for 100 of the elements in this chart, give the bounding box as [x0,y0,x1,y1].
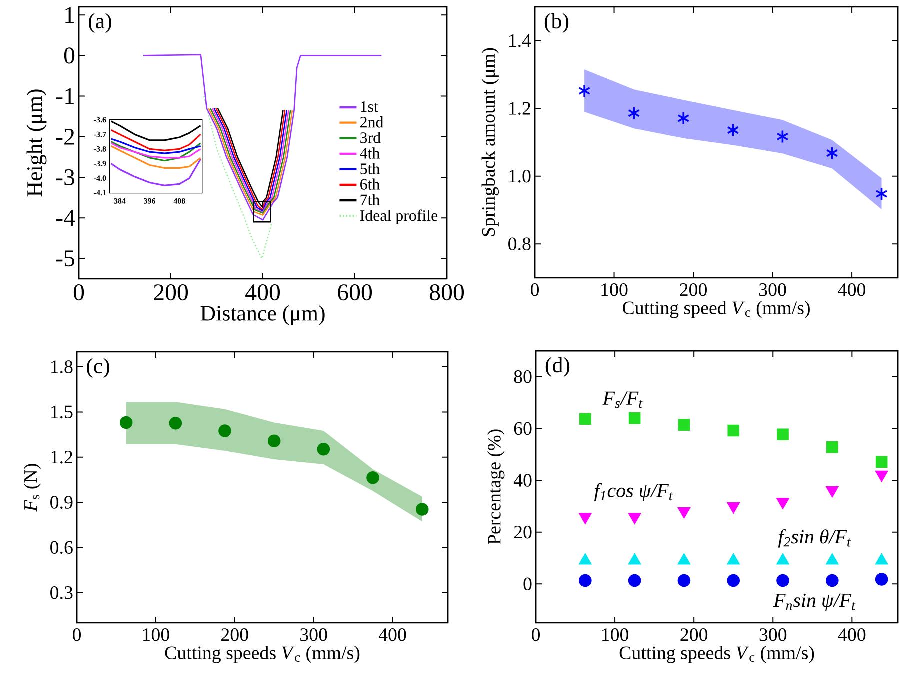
x-tick-label: 300 [300,628,328,642]
point [678,574,691,588]
point [628,412,641,424]
x-tick-label: 400 [378,628,406,642]
y-tick-label: 1.4 [509,34,532,48]
x-tick-label: 200 [222,628,248,642]
point [579,574,592,588]
point [580,413,592,426]
x-tick-label: 100 [602,284,628,296]
y-tick-label: -5 [56,250,75,267]
point [579,513,592,524]
chart-title: (d) [546,357,570,378]
line-series [110,138,202,154]
point [777,428,789,441]
point [678,419,690,431]
chart-title: (a) [89,13,112,34]
legend-label: 1st [361,102,378,112]
y-tick-label: 0 [64,48,75,64]
point [826,441,838,454]
y-tick-label: 20 [514,526,532,539]
series-label: f$_{2}$sin θ/F$_{t}$ [778,530,852,548]
y-tick-label: 40 [514,474,532,487]
y-tick-label: 0.9 [50,496,73,509]
point [678,112,690,126]
x-tick-label: 100 [602,628,629,642]
point [218,424,232,438]
point [826,146,838,160]
legend-label: Ideal profile [360,210,438,224]
x-tick-label: 300 [759,284,786,296]
y-axis-title: F$_{s}$ (N) [24,464,41,512]
y-tick-label: -2 [56,128,74,145]
point [876,456,888,468]
point [120,416,133,430]
y-tick-label: -3 [56,169,75,186]
legend-label: 7th [360,194,380,206]
chart-title: (c) [87,358,110,378]
y-tick-label: 1.0 [509,170,531,183]
legend-label: 2nd [360,116,384,128]
point [678,507,690,518]
x-tick-label: 800 [430,284,464,301]
point [826,486,839,498]
x-tick-label: 200 [680,628,708,642]
x-tick-label: 100 [143,628,170,642]
x-axis-title: Cutting speed V$_{c}$ (mm/s) [623,301,810,318]
point [628,513,641,524]
point [876,187,888,201]
x-tick-label: 600 [338,284,372,301]
point [628,106,640,120]
point [578,84,591,98]
y-tick-label: 1.2 [509,102,530,116]
x-tick-label: 300 [760,628,787,642]
line-series [110,129,202,152]
chart-title: (b) [544,13,569,34]
y-axis-title: Percentage (%) [488,430,505,545]
line-series [110,145,202,169]
y-tick-label: -1 [56,88,74,104]
x-axis-title: Cutting speeds V$_{c}$ (mm/s) [165,646,360,664]
x-tick-label: 0 [532,628,540,642]
legend-label: 6th [360,178,380,190]
y-tick-label: 1 [66,7,74,23]
y-axis-title: Height (μm) [26,90,47,197]
point [728,502,740,514]
x-tick-label: 200 [680,284,707,296]
x-tick-label: 400 [838,628,866,642]
y-tick-label: 1.2 [51,450,72,464]
line-series [110,158,202,186]
legend-label: 4th [360,148,380,159]
x-axis-title: Cutting speeds V$_{c}$ (mm/s) [620,646,814,664]
y-tick-label: 1.5 [51,406,73,419]
point [776,574,790,588]
y-tick-label: 1.8 [51,360,73,374]
x-tick-label: 400 [246,284,280,301]
y-tick-label: 0.8 [508,238,531,251]
y-tick-label: 0.3 [50,586,73,600]
y-tick-label: 0 [524,578,532,591]
legend-label: 3rd [360,132,381,144]
point [727,574,740,588]
point [826,574,839,588]
series-label: f$_{1}$cos ψ/F$_{t}$ [594,483,674,502]
series-label: F$_{n}$sin ψ/F$_{t}$ [773,594,856,612]
point [776,498,790,509]
point [727,123,740,138]
point [628,574,642,588]
point [317,442,330,456]
y-tick-label: 0.6 [50,541,73,554]
y-tick-label: 60 [514,422,532,436]
point [169,416,182,430]
line-series [203,96,273,260]
y-axis-title: Springback amount (μm) [482,48,499,236]
x-tick-label: 400 [838,284,866,296]
point [366,471,380,484]
x-axis-title: Distance (μm) [200,305,325,326]
point [776,130,789,144]
point [268,434,281,448]
x-tick-label: 200 [154,284,188,301]
legend-label: 5th [360,163,380,174]
series-label: F$_{s}$/F$_{t}$ [602,392,643,408]
y-tick-label: 80 [514,370,532,384]
point [416,503,429,516]
y-tick-label: -4 [56,210,76,226]
